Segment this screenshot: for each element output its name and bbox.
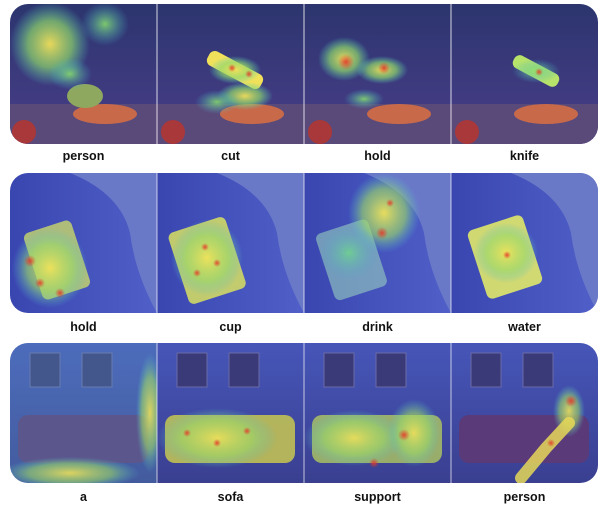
heatmap-strip-drinking [10, 173, 598, 313]
label-cup: cup [219, 320, 242, 334]
panel-knife [451, 4, 598, 144]
panel-hold-2 [10, 173, 157, 313]
label-hold-1: hold [364, 149, 391, 163]
label-knife: knife [509, 149, 540, 163]
label-a: a [80, 490, 87, 504]
panel-drink [304, 173, 451, 313]
panel-a [10, 343, 164, 483]
label-support: support [354, 490, 401, 504]
heatmap-strip-cutting [10, 4, 598, 144]
panel-cup [157, 173, 304, 313]
heatmap-strip-sofa [10, 343, 598, 483]
label-person-2: person [503, 490, 546, 504]
panel-support [304, 343, 451, 483]
labels-drinking: hold cup drink water [10, 320, 598, 336]
label-person-1: person [62, 149, 105, 163]
row-drinking [10, 173, 598, 313]
panel-water [451, 173, 598, 313]
labels-cutting: person cut hold knife [10, 149, 598, 165]
panel-cut [157, 4, 304, 144]
panel-person-2 [451, 343, 598, 483]
panel-sofa [157, 343, 304, 483]
row-sofa [10, 343, 598, 483]
row-cutting [10, 4, 598, 144]
label-cut: cut [221, 149, 240, 163]
labels-sofa: a sofa support person [10, 490, 598, 506]
label-sofa: sofa [217, 490, 244, 504]
panel-hold-1 [304, 4, 451, 144]
label-hold-2: hold [70, 320, 97, 334]
label-drink: drink [362, 320, 393, 334]
panel-person-1 [10, 4, 157, 144]
label-water: water [508, 320, 541, 334]
